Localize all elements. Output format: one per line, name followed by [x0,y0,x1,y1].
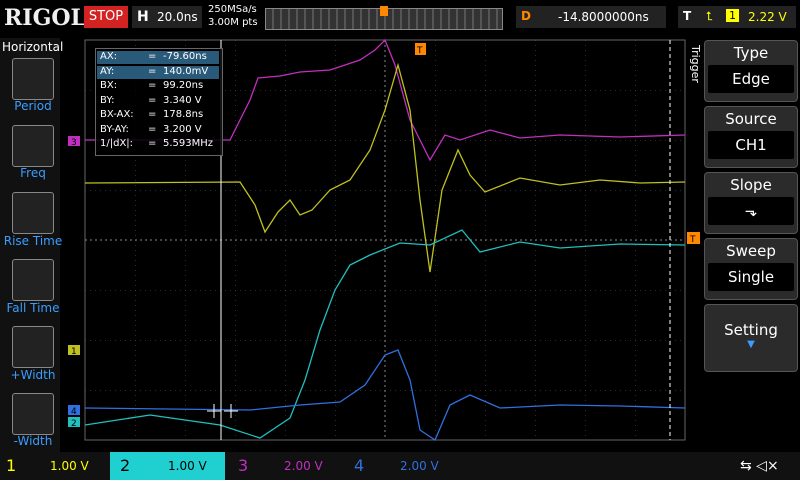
value: Single [708,263,794,291]
ch4-scale: 2.00 V [400,459,439,473]
ch2-marker [68,417,80,427]
brand: RIGOL [4,5,86,31]
right-menu-title: Trigger [689,45,702,83]
label: Slope [730,176,772,194]
sweep-button[interactable]: Sweep Single [704,238,798,300]
fall-icon[interactable] [12,259,54,301]
ch4-marker-label: 4 [71,407,77,417]
rise-icon[interactable] [12,192,54,234]
type-button[interactable]: Type Edge [704,40,798,102]
pwidth-icon[interactable] [12,326,54,368]
cursor-highlight [97,51,219,64]
slope-button[interactable]: Slope ⬎ [704,172,798,234]
cursor-cell: BY-AY: [100,123,129,135]
delay: -14.8000000ns [558,10,649,24]
cursor-cell: = [148,80,157,91]
freq-icon[interactable] [12,125,54,167]
cursor-cell: 3.200 V [163,123,202,135]
delay-label: D [521,9,531,23]
memory-trigger-marker [380,6,388,16]
ch3-trace [85,38,686,162]
ch3-scale: 2.00 V [284,459,323,473]
cursor-cell: = [148,65,157,77]
cursor-cell: BX: [100,80,118,91]
delay-box [516,6,666,28]
label: Setting [724,321,778,339]
cursor-highlight [97,65,219,79]
nwidth-icon[interactable] [12,393,54,435]
cursor-cell: 5.593MHz [163,138,214,149]
cursor-cell: 140.0mV [163,65,209,77]
ch4-marker [68,405,80,415]
left-menu [0,38,60,452]
cursor-cell: AX: [100,51,118,62]
run-state[interactable]: STOP [84,6,128,28]
menu-item[interactable]: Fall Time [6,301,60,315]
label: Sweep [726,242,776,260]
value: Edge [708,65,794,93]
cursor-cell: 99.20ns [163,80,204,91]
arrow: ▼ [747,339,755,350]
timebase-box [132,6,202,28]
setting-button[interactable]: Setting ▼ [704,304,798,372]
cursor-cell: 178.8ns [163,109,204,120]
usb-sound-icons: ⇆ ◁× [740,458,779,474]
sample-rate: 250MSa/s [208,4,257,15]
cursor-cell: = [148,138,157,149]
menu-item[interactable]: Rise Time [3,234,63,248]
ch2-number[interactable]: 2 [120,456,131,475]
trigger-marker: T [416,46,423,56]
ch2-scale: 1.00 V [168,459,207,473]
cursor-cell: AY: [100,65,115,77]
trigger-level-marker: T [689,235,696,245]
slope-icon: ⬎ [708,197,794,225]
ch1-trace [84,62,686,273]
cursor-cell: = [148,109,157,120]
ch1-number[interactable]: 1 [6,456,17,475]
ch2-active [110,452,225,480]
ch1-marker-label: 1 [71,347,77,357]
cursor-cell: = [148,94,157,106]
cursor-cross [207,404,238,418]
cursor-cell: -79.60ns [163,51,207,62]
timebase-label: H [137,9,149,25]
ch3-marker-label: 3 [71,138,77,148]
ch1-marker [68,345,80,355]
menu-item[interactable]: Freq [20,166,46,180]
ch2-marker-label: 2 [71,419,77,429]
cursor-cell: = [148,51,157,62]
label: Type [733,44,769,62]
memory-depth: 3.00M pts [208,17,258,28]
ch3-marker [68,136,80,146]
source-button[interactable]: Source CH1 [704,106,798,168]
menu-item[interactable]: -Width [13,434,53,448]
trigger-label: T [683,9,692,23]
trigger-edge: ⮤ [706,9,714,23]
left-menu-title: Horizontal [2,40,64,54]
menu-item[interactable]: +Width [10,368,56,382]
cursor-cell: BX-AX: [100,109,134,120]
trigger-channel: 1 [726,9,739,22]
cursor-cell: BY: [100,94,115,106]
timebase: 20.0ns [157,10,198,24]
period-icon[interactable] [12,58,54,100]
trigger-marker-box [415,43,426,55]
ch3-number[interactable]: 3 [238,456,249,475]
label: Source [725,110,777,128]
cursor-cell: = [148,123,157,135]
menu-item[interactable]: Period [14,99,52,113]
ch1-scale: 1.00 V [50,459,89,473]
ch4-number[interactable]: 4 [354,456,365,475]
trigger-level-box [687,232,700,244]
ch4-trace [84,349,686,441]
trigger-level: 2.22 V [748,10,787,24]
cursor-cell: 1/|dX|: [100,138,134,149]
ch2-trace [84,229,686,439]
cursor-cell: 3.340 V [163,94,202,106]
value: CH1 [708,131,794,159]
